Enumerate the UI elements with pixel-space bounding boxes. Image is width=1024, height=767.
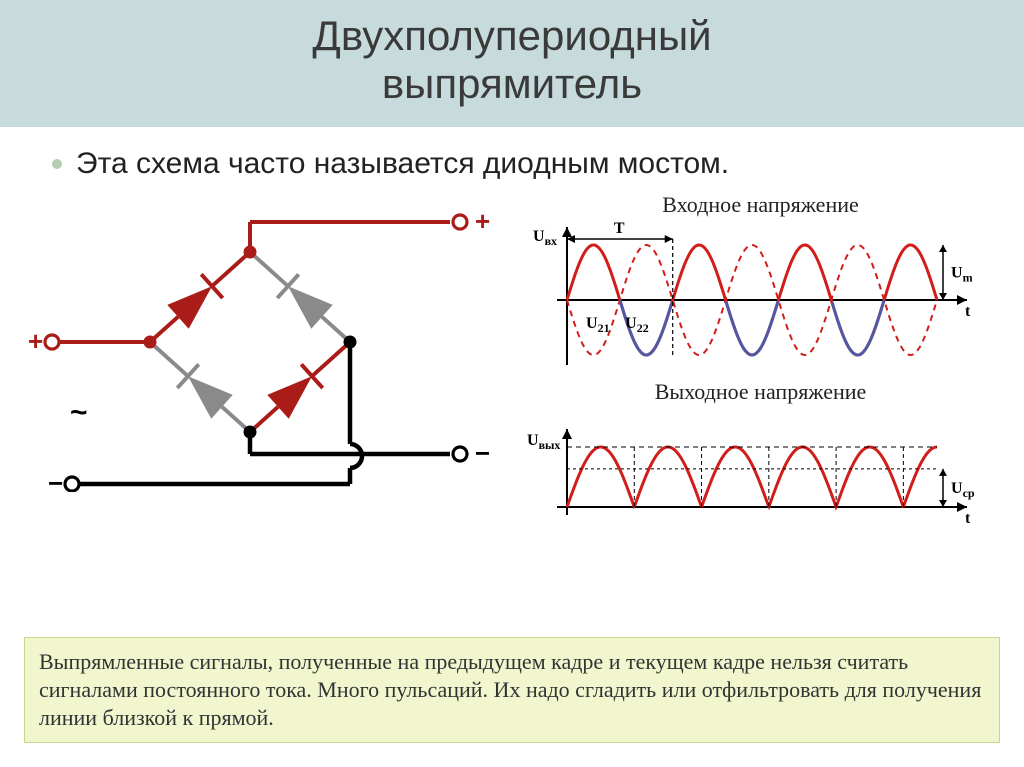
svg-text:T: T (614, 222, 625, 237)
content-row: + + − − ~ Входное напряжение Uвх t T U21 U22 Um В… (0, 192, 1024, 532)
svg-text:t: t (965, 510, 971, 527)
title-line-2: выпрямитель (0, 60, 1024, 108)
input-voltage-label: Входное напряжение (517, 192, 1004, 218)
svg-text:−: − (475, 438, 490, 468)
slide-title: Двухполупериодный выпрямитель (0, 0, 1024, 127)
input-waveform: Uвх t T U21 U22 Um (517, 222, 997, 372)
circuit-diagram: + + − − ~ (20, 192, 507, 497)
svg-text:Uвх: Uвх (533, 228, 557, 248)
svg-text:−: − (48, 468, 63, 492)
svg-text:U22: U22 (625, 315, 649, 335)
output-voltage-label: Выходное напряжение (517, 379, 1004, 405)
bullet-icon (52, 159, 62, 169)
svg-text:+: + (475, 206, 490, 236)
svg-text:+: + (28, 326, 43, 356)
svg-text:U21: U21 (586, 315, 610, 335)
footnote-box: Выпрямленные сигналы, полученные на пред… (24, 637, 1000, 743)
body-text: Эта схема часто называется диодным мосто… (76, 147, 729, 180)
body-paragraph: Эта схема часто называется диодным мосто… (0, 127, 1024, 193)
footnote-text: Выпрямленные сигналы, полученные на пред… (39, 649, 981, 730)
title-line-1: Двухполупериодный (0, 12, 1024, 60)
svg-text:Uср: Uср (951, 480, 975, 500)
svg-text:Uвых: Uвых (527, 432, 560, 452)
svg-text:~: ~ (70, 396, 88, 429)
waveform-panel: Входное напряжение Uвх t T U21 U22 Um Выходно… (517, 192, 1004, 532)
output-waveform: Uвых t Uср (517, 407, 997, 527)
svg-text:t: t (965, 303, 971, 320)
svg-text:Um: Um (951, 265, 973, 285)
